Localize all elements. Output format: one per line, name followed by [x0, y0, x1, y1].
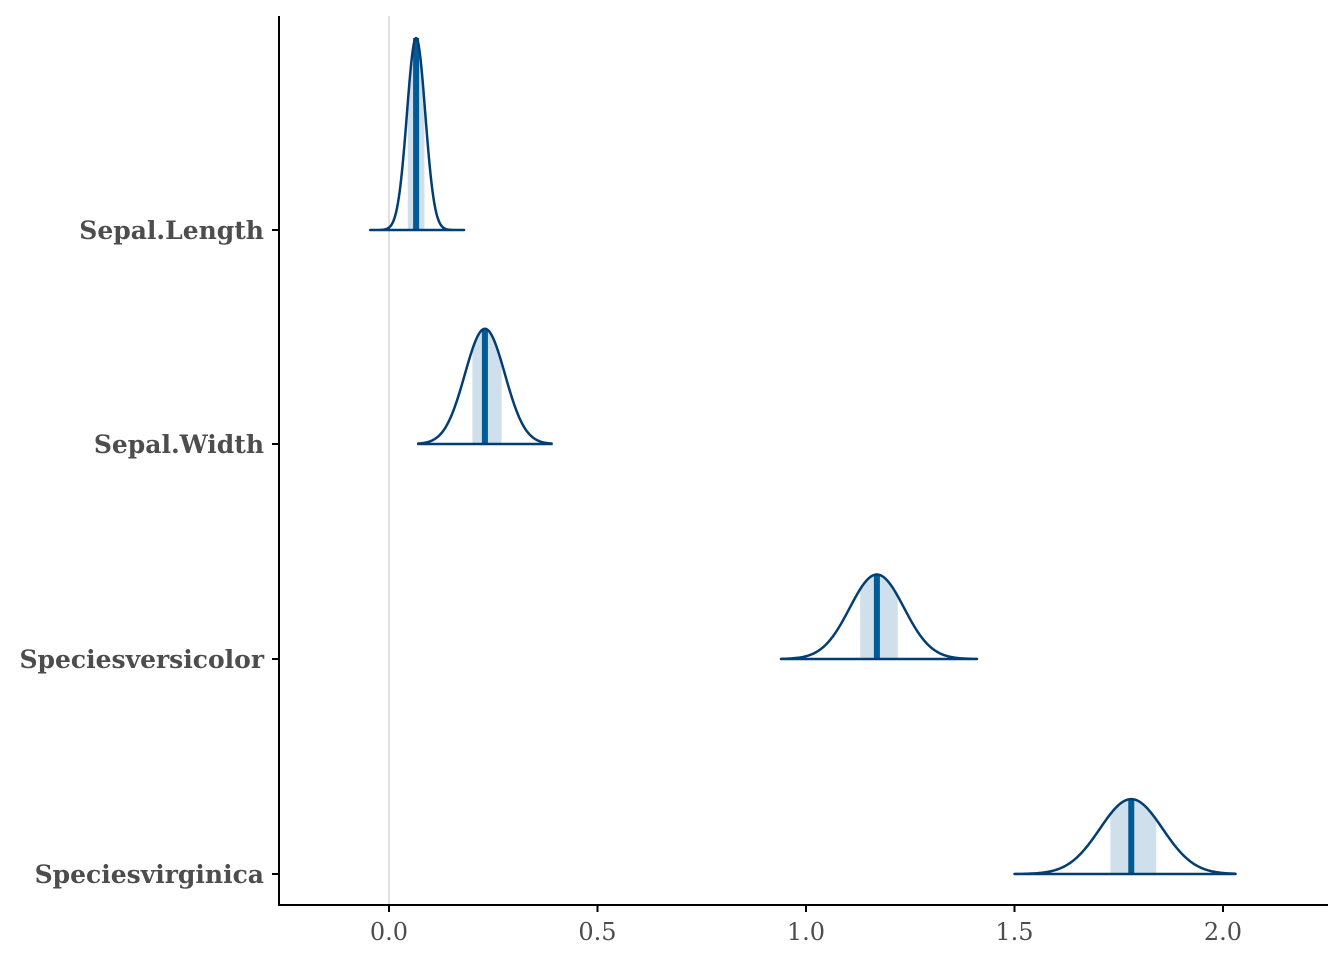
x-tick-label: 0.5: [578, 918, 616, 946]
x-tick-label: 1.0: [787, 918, 825, 946]
density-outline: [779, 573, 979, 661]
x-tick-label: 2.0: [1204, 918, 1242, 946]
ridge-sepal-width: [416, 327, 553, 446]
density-outline: [1013, 797, 1237, 876]
density-outline: [368, 36, 466, 232]
y-tick-label: Sepal.Width: [94, 430, 264, 459]
ridge-sepal-length: [368, 36, 466, 232]
axes-layer: Sepal.Length Sepal.Width Speciesversicolor…: [19, 16, 1328, 946]
ridges-layer: [368, 36, 1237, 876]
x-tick-label: 1.5: [995, 918, 1033, 946]
ridge-speciesversicolor: [779, 573, 979, 661]
density-outline: [416, 327, 553, 446]
x-tick-label: 0.0: [370, 918, 408, 946]
y-tick-label: Speciesvirginica: [35, 860, 264, 889]
ridge-speciesvirginica: [1013, 797, 1237, 876]
y-tick-label: Sepal.Length: [79, 216, 264, 245]
y-tick-label: Speciesversicolor: [19, 645, 264, 674]
